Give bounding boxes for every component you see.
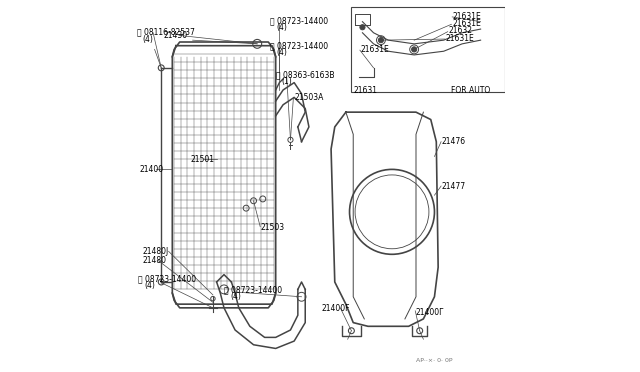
Text: 21480: 21480	[142, 256, 166, 265]
Text: 21503A: 21503A	[294, 93, 324, 102]
Text: (4): (4)	[143, 35, 154, 44]
Circle shape	[412, 47, 417, 52]
Text: 21430: 21430	[163, 31, 188, 40]
Text: Ⓒ 08723-14400: Ⓒ 08723-14400	[224, 286, 282, 295]
Text: (4): (4)	[145, 281, 156, 290]
Bar	[351, 7, 504, 92]
Text: 21480J: 21480J	[142, 247, 168, 256]
Text: 21400Γ: 21400Γ	[416, 308, 444, 317]
Text: 21631: 21631	[353, 86, 377, 94]
Text: Ⓑ 08116-82537: Ⓑ 08116-82537	[137, 27, 195, 36]
Text: 21501: 21501	[190, 155, 214, 164]
Circle shape	[360, 25, 365, 30]
Text: Ⓒ 08723-14400: Ⓒ 08723-14400	[138, 275, 196, 283]
Text: FOR AUTO: FOR AUTO	[451, 86, 490, 94]
Text: 21503: 21503	[261, 223, 285, 232]
Text: 21400F: 21400F	[322, 304, 350, 313]
Text: 21631E: 21631E	[360, 45, 389, 54]
Text: 21476: 21476	[442, 137, 466, 146]
Text: (1): (1)	[282, 77, 292, 86]
Text: (4): (4)	[276, 23, 287, 32]
Text: AP··×· 0· 0P: AP··×· 0· 0P	[416, 359, 452, 363]
Text: 21400: 21400	[139, 165, 163, 174]
Text: 21631E: 21631E	[453, 12, 482, 21]
Circle shape	[378, 38, 383, 43]
Text: Ⓔ 08723-14400: Ⓔ 08723-14400	[270, 17, 328, 26]
Text: 21631E: 21631E	[445, 34, 474, 43]
Text: 21631E: 21631E	[452, 19, 481, 28]
Text: 21477: 21477	[442, 182, 466, 191]
Text: Ⓒ 08723-14400: Ⓒ 08723-14400	[270, 41, 328, 50]
Text: (4): (4)	[230, 292, 241, 301]
Text: Ⓢ 08363-6163B: Ⓢ 08363-6163B	[276, 71, 334, 80]
Text: (4): (4)	[276, 48, 287, 57]
Text: 21632: 21632	[449, 26, 472, 35]
